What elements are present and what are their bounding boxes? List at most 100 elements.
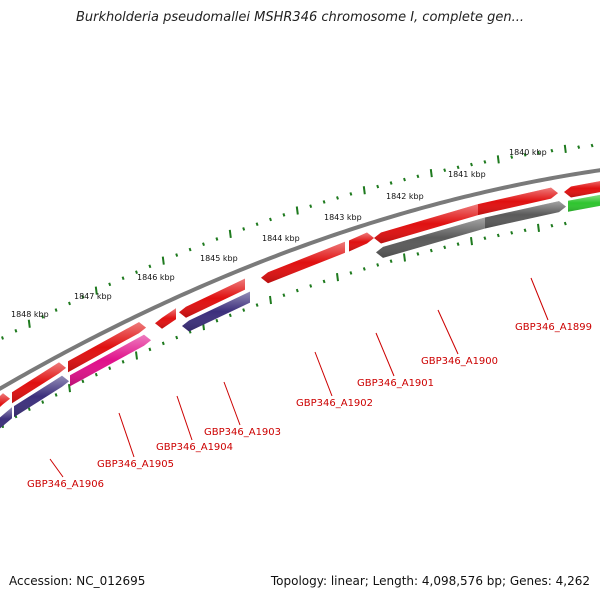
- scale-label: 1847 kbp: [74, 292, 112, 301]
- lower-tick: [443, 245, 447, 250]
- leader-line: [223, 381, 241, 426]
- lower-tick: [161, 341, 165, 346]
- scale-tick: [54, 308, 58, 312]
- leader-line: [437, 309, 459, 355]
- scale-tick: [94, 286, 98, 295]
- label-leaders: [49, 277, 549, 478]
- lower-tick: [483, 236, 487, 241]
- scale-tick: [550, 148, 554, 153]
- lower-tick: [523, 228, 527, 233]
- gene-track: [0, 181, 600, 429]
- scale-labels: 1840 kbp 1841 kbp 1842 kbp 1843 kbp 1844 kbp…: [11, 148, 547, 319]
- scale-tick: [389, 181, 393, 185]
- locus-label[interactable]: GBP346_A1904: [156, 442, 233, 453]
- scale-tick: [269, 217, 272, 222]
- lower-tick: [403, 253, 406, 262]
- scale-tick: [523, 152, 527, 157]
- chromosome-backbone: [0, 168, 600, 391]
- locus-label[interactable]: GBP346_A1906: [27, 479, 104, 490]
- scale-tick: [135, 270, 138, 275]
- lower-tick: [537, 223, 540, 233]
- lower-tick: [510, 230, 514, 235]
- scale-tick: [68, 301, 71, 306]
- locus-label[interactable]: GBP346_A1901: [357, 378, 434, 389]
- locus-label[interactable]: GBP346_A1905: [97, 459, 174, 470]
- scale-tick: [416, 174, 420, 179]
- scale-tick: [188, 247, 192, 252]
- scale-tick: [295, 206, 299, 215]
- lower-tick: [148, 347, 152, 352]
- scale-tick: [376, 184, 380, 189]
- scale-tick: [537, 150, 540, 155]
- backbone-line: [0, 168, 600, 391]
- gene-arrow-shading: [179, 278, 245, 318]
- gene-arrow-shading: [261, 241, 345, 284]
- scale-tick: [202, 242, 205, 247]
- lower-tick: [242, 308, 246, 312]
- lower-tick: [108, 366, 112, 370]
- scale-tick: [336, 196, 339, 200]
- locus-label[interactable]: GBP346_A1899: [515, 322, 592, 333]
- lower-tick: [456, 242, 460, 246]
- scale-tick: [362, 186, 366, 195]
- leader-line: [176, 395, 193, 441]
- map-title: Burkholderia pseudomallei MSHR346 chromo…: [75, 10, 525, 25]
- scale-label: 1840 kbp: [509, 148, 547, 157]
- scale-tick: [282, 213, 286, 217]
- scale-tick: [228, 229, 232, 239]
- gene-arrow-shading: [14, 375, 69, 418]
- scale-label: 1848 kbp: [11, 310, 49, 319]
- scale-tick: [322, 200, 326, 204]
- scale-tick: [563, 144, 567, 153]
- gene-arrow-shading: [155, 308, 176, 329]
- leader-line: [49, 458, 64, 478]
- scale-tick: [121, 276, 125, 281]
- lower-tick: [68, 383, 71, 393]
- topology-summary: Topology: linear; Length: 4,098,576 bp; …: [270, 574, 590, 588]
- scale-label: 1844 kbp: [262, 234, 300, 243]
- lower-tick: [27, 407, 31, 411]
- scale-tick: [496, 155, 500, 164]
- scale-tick: [590, 143, 594, 148]
- scale-tick: [577, 145, 581, 149]
- lower-tick: [175, 335, 179, 340]
- lower-tick: [563, 221, 567, 226]
- lower-tick: [41, 400, 45, 404]
- locus-labels: GBP346_A1899 GBP346_A1900 GBP346_A1901 GBP3…: [27, 322, 592, 490]
- locus-label[interactable]: GBP346_A1902: [296, 398, 373, 409]
- lower-tick: [349, 271, 353, 275]
- lower-tick: [121, 359, 125, 364]
- scale-tick: [215, 237, 219, 241]
- lower-tick: [429, 248, 433, 253]
- scale-label: 1845 kbp: [200, 254, 238, 263]
- gene-arrow-shading: [485, 201, 566, 229]
- scale-tick: [255, 222, 259, 226]
- gene-arrow-shading: [70, 334, 151, 387]
- gene-arrow-shading: [349, 232, 374, 252]
- locus-label[interactable]: GBP346_A1903: [204, 427, 281, 438]
- lower-tick: [94, 372, 98, 377]
- scale-tick: [429, 169, 433, 178]
- locus-label[interactable]: GBP346_A1900: [421, 356, 498, 367]
- gene-arrow-shading: [564, 181, 600, 198]
- scale-tick: [175, 253, 179, 257]
- gene-arrow-shading: [376, 217, 485, 258]
- lower-tick: [255, 303, 259, 307]
- lower-tick: [389, 259, 393, 264]
- lower-tick: [376, 263, 380, 267]
- scale-tick: [309, 204, 313, 208]
- lower-tick: [336, 273, 339, 282]
- scale-tick: [443, 168, 447, 172]
- lower-tick: [309, 284, 313, 288]
- gene-arrow-shading: [68, 322, 146, 373]
- scale-tick: [41, 315, 45, 319]
- scale-label: 1841 kbp: [448, 170, 486, 179]
- lower-tick: [322, 279, 326, 284]
- scale-label: 1842 kbp: [386, 192, 424, 201]
- scale-ticks: [1, 143, 594, 429]
- scale-tick: [14, 328, 18, 333]
- scale-tick: [27, 319, 31, 328]
- lower-tick: [269, 295, 272, 305]
- lower-tick: [135, 351, 138, 360]
